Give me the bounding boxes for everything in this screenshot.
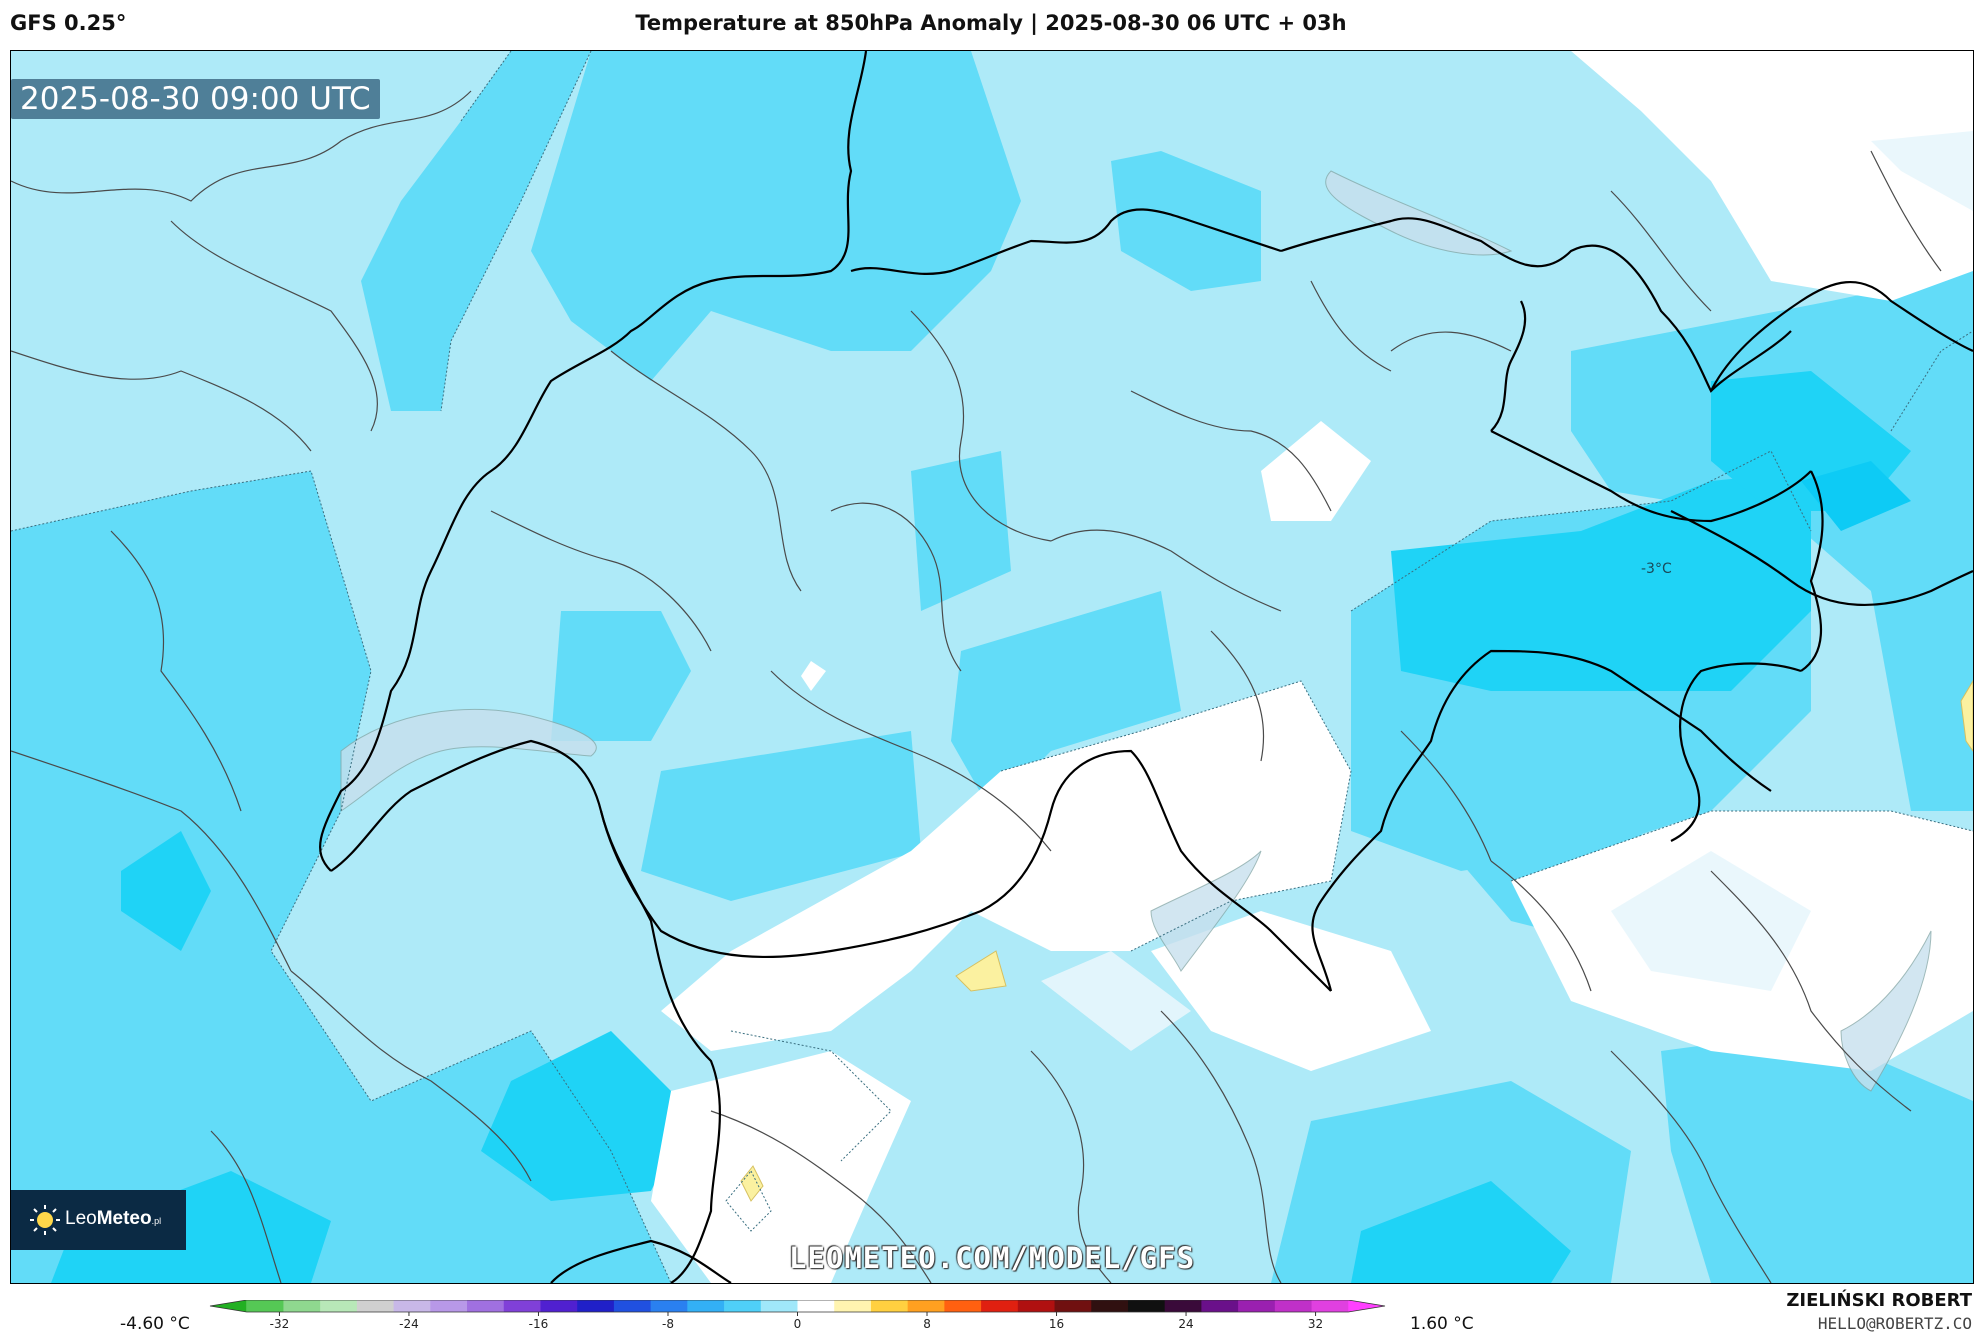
logo-text-bold: Meteo	[96, 1208, 152, 1229]
map-panel: -3°C 2025-08-30 09:00 UTC LEOMETEO.COM/M…	[10, 50, 1974, 1284]
logo-text-light: Leo	[65, 1208, 97, 1229]
colorbar-swatch	[1348, 1300, 1385, 1312]
colorbar-swatch	[834, 1300, 872, 1312]
anomaly-region-strongest	[1801, 461, 1911, 531]
colorbar-tick-label: -24	[399, 1317, 419, 1331]
colorbar-scale: -32 -24 -16 -8 0 8 16 24 32	[209, 1300, 1386, 1331]
colorbar-tick-label: -16	[529, 1317, 549, 1331]
colorbar-swatch	[797, 1300, 835, 1312]
chart-title: Temperature at 850hPa Anomaly | 2025-08-…	[635, 11, 1347, 35]
valid-time-badge: 2025-08-30 09:00 UTC	[11, 79, 380, 119]
colorbar-swatch	[724, 1300, 762, 1312]
colorbar-swatch	[393, 1300, 431, 1312]
anomaly-region-pale	[1041, 131, 1973, 1051]
colorbar-swatch	[283, 1300, 321, 1312]
colorbar-swatch	[1017, 1300, 1056, 1312]
colorbar-swatch	[430, 1300, 468, 1312]
colorbar-tick-label: 16	[1049, 1317, 1064, 1331]
author-email: HELLO@ROBERTZ.CO	[1817, 1314, 1972, 1333]
colorbar-swatch	[1311, 1300, 1349, 1312]
logo-suffix: .pl	[151, 1216, 162, 1226]
colorbar-swatch	[870, 1300, 909, 1312]
colorbar-tick-label: 24	[1178, 1317, 1193, 1331]
colorbar-tick-label: -8	[662, 1317, 674, 1331]
colorbar: -4.60 °C -32 -24 -16 -8 0 8 16 24 32 1.60 °C	[0, 1290, 1982, 1338]
colorbar-swatch	[687, 1300, 725, 1312]
colorbar-max-label: 1.60 °C	[1410, 1314, 1474, 1334]
colorbar-swatch	[356, 1300, 395, 1312]
colorbar-min-label: -4.60 °C	[120, 1314, 190, 1334]
colorbar-swatch	[246, 1300, 284, 1312]
colorbar-swatch	[981, 1300, 1019, 1312]
model-label: GFS 0.25°	[10, 11, 127, 35]
anomaly-region-strong	[51, 371, 1911, 1283]
anomaly-map: -3°C	[11, 51, 1973, 1283]
colorbar-tick-label: -32	[270, 1317, 290, 1331]
colorbar-swatch	[650, 1300, 688, 1312]
colorbar-swatch	[1164, 1300, 1202, 1312]
colorbar-swatch	[944, 1300, 982, 1312]
colorbar-swatch	[1201, 1300, 1239, 1312]
colorbar-swatch	[540, 1300, 578, 1312]
colorbar-swatch	[577, 1300, 615, 1312]
regional-borders	[11, 90, 1942, 1283]
colorbar-tick-label: 8	[923, 1317, 931, 1331]
colorbar-swatch	[210, 1300, 247, 1312]
logo-text: LeoMeteo.pl	[65, 1208, 161, 1230]
colorbar-swatch	[1054, 1300, 1092, 1312]
colorbar-swatch	[467, 1300, 505, 1312]
colorbar-swatch	[760, 1300, 798, 1312]
colorbar-tick-label: 0	[794, 1317, 802, 1331]
country-borders	[319, 51, 1973, 1283]
colorbar-swatch	[503, 1300, 541, 1312]
colorbar-tick-label: 32	[1308, 1317, 1323, 1331]
sun-icon	[30, 1205, 60, 1235]
watermark-url: LEOMETEO.COM/MODEL/GFS	[788, 1241, 1196, 1275]
colorbar-swatch	[1238, 1300, 1276, 1312]
author-name: ZIELIŃSKI ROBERT	[1786, 1290, 1972, 1311]
colorbar-swatch	[320, 1300, 358, 1312]
contour-lines	[11, 51, 1973, 1283]
leometeo-logo: LeoMeteo.pl	[11, 1190, 186, 1250]
colorbar-swatch	[1091, 1300, 1129, 1312]
colorbar-swatch	[613, 1300, 652, 1312]
contour-label: -3°C	[1641, 561, 1672, 577]
colorbar-swatch	[1127, 1300, 1166, 1312]
colorbar-swatch	[907, 1300, 945, 1312]
colorbar-swatch	[1274, 1300, 1313, 1312]
colorbar-outline	[209, 1300, 1386, 1313]
positive-anomaly-patch	[740, 680, 1973, 1202]
anomaly-region-near-zero	[651, 51, 1973, 1283]
